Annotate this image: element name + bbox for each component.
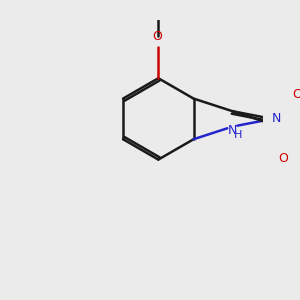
Text: O: O bbox=[152, 30, 162, 44]
Text: N: N bbox=[228, 124, 237, 137]
Text: O: O bbox=[278, 152, 288, 166]
Text: H: H bbox=[234, 130, 242, 140]
Text: O: O bbox=[292, 88, 300, 101]
Text: N: N bbox=[272, 112, 281, 125]
